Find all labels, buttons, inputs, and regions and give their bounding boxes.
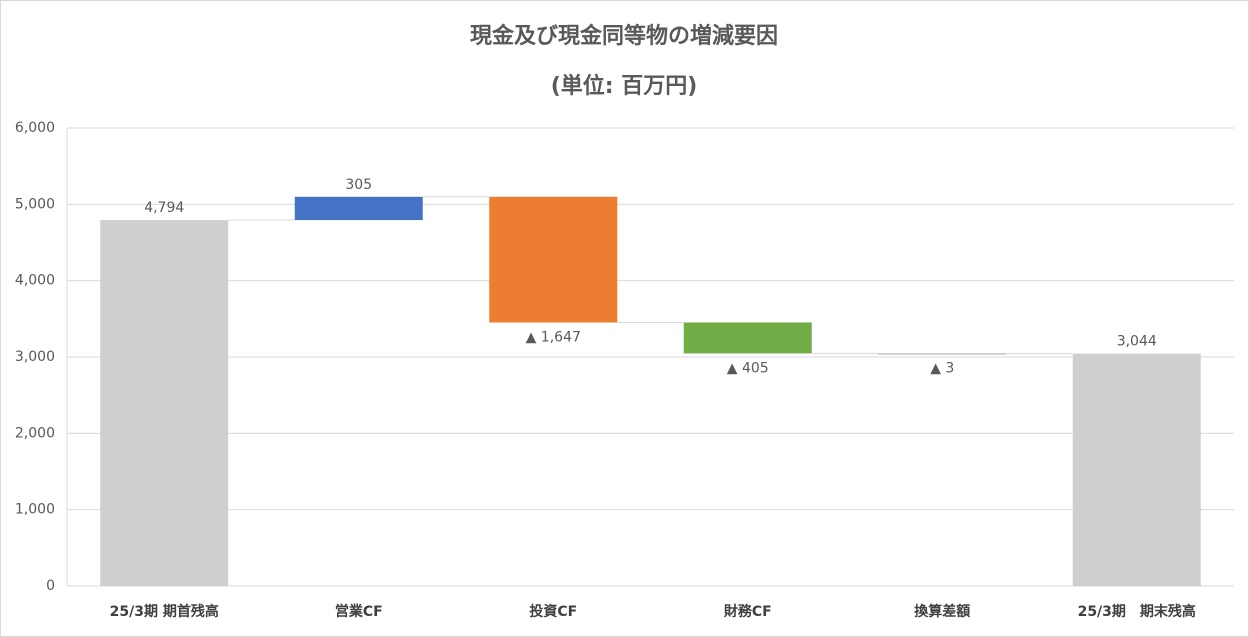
x-tick-label: 換算差額: [914, 603, 970, 620]
data-label: 305: [345, 177, 372, 193]
x-tick-label: 25/3期 期首残高: [110, 603, 219, 620]
y-tick-label: 6,000: [15, 120, 55, 136]
y-tick-label: 1,000: [15, 502, 55, 518]
y-tick-label: 0: [46, 578, 55, 594]
data-label: ▲ 405: [727, 360, 769, 376]
bar: [489, 196, 618, 323]
y-tick-label: 2,000: [15, 425, 55, 441]
data-label: ▲ 3: [930, 361, 954, 377]
bar: [1072, 353, 1201, 586]
data-label: 3,044: [1117, 334, 1157, 350]
bar: [878, 353, 1007, 355]
x-tick-label: 営業CF: [335, 603, 383, 620]
y-tick-label: 5,000: [15, 196, 55, 212]
y-tick-label: 3,000: [15, 349, 55, 365]
chart-title: 現金及び現金同等物の増減要因: [470, 23, 778, 49]
chart-subtitle: (単位: 百万円): [551, 73, 698, 99]
bar: [683, 322, 812, 354]
x-tick-label: 財務CF: [723, 603, 772, 620]
x-tick-label: 投資CF: [529, 603, 577, 620]
y-tick-label: 4,000: [15, 273, 55, 289]
data-label: 4,794: [144, 200, 184, 216]
bar: [100, 220, 229, 587]
x-tick-label: 25/3期 期末残高: [1078, 603, 1196, 620]
data-label: ▲ 1,647: [526, 329, 581, 345]
bar: [294, 196, 423, 221]
